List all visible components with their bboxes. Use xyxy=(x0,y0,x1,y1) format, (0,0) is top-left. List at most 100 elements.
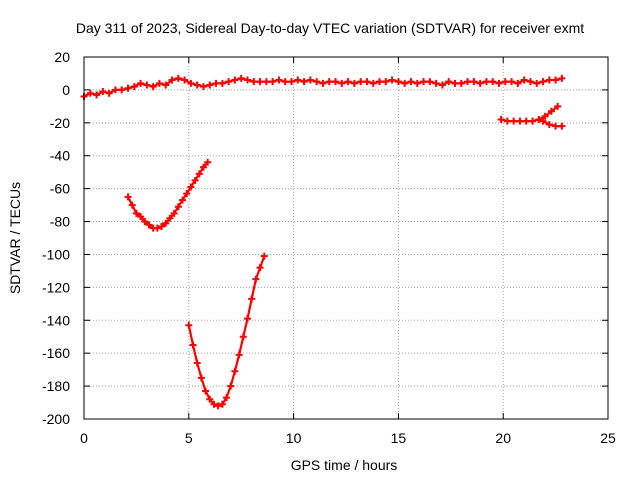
data-point xyxy=(413,79,421,87)
data-point xyxy=(191,176,199,184)
data-point xyxy=(239,333,247,341)
data-point xyxy=(394,78,402,86)
data-point xyxy=(508,78,516,86)
data-point xyxy=(552,76,560,84)
data-point xyxy=(181,76,189,84)
series-main-band xyxy=(80,74,566,100)
data-point xyxy=(225,78,233,86)
data-point xyxy=(510,117,518,125)
data-point xyxy=(539,78,547,86)
data-point xyxy=(214,402,222,410)
data-point xyxy=(376,78,384,86)
data-point xyxy=(212,79,220,87)
data-point xyxy=(137,213,145,221)
data-point xyxy=(202,387,210,395)
data-point xyxy=(382,78,390,86)
data-point xyxy=(363,78,371,86)
data-point xyxy=(516,117,524,125)
series-arc-60 xyxy=(124,158,212,232)
data-point xyxy=(545,120,553,128)
data-point xyxy=(223,394,231,402)
series-late-pass-a xyxy=(497,102,562,125)
data-point xyxy=(501,78,509,86)
data-point xyxy=(332,78,340,86)
x-tick-label: 15 xyxy=(391,430,407,446)
data-point xyxy=(520,76,528,84)
data-point xyxy=(124,193,132,201)
data-point xyxy=(197,374,205,382)
data-point xyxy=(457,79,465,87)
data-point xyxy=(168,76,176,84)
data-point xyxy=(99,88,107,96)
data-point xyxy=(86,89,94,97)
data-point xyxy=(558,74,566,82)
data-point xyxy=(545,76,553,84)
data-point xyxy=(451,79,459,87)
data-point xyxy=(193,359,201,367)
data-point xyxy=(227,382,235,390)
data-point xyxy=(206,395,214,403)
data-point xyxy=(539,117,547,125)
data-point xyxy=(503,117,511,125)
data-point xyxy=(199,83,207,91)
y-tick-label: 20 xyxy=(54,49,70,65)
x-tick-label: 20 xyxy=(495,430,511,446)
y-axis-label: SDTVAR / TECUs xyxy=(7,182,23,294)
data-point xyxy=(526,78,534,86)
data-point xyxy=(535,116,543,124)
data-point xyxy=(210,400,218,408)
data-point xyxy=(338,79,346,87)
data-point xyxy=(170,209,178,217)
y-tick-label: 0 xyxy=(62,82,70,98)
data-point xyxy=(420,78,428,86)
data-point xyxy=(438,81,446,89)
y-tick-label: -80 xyxy=(50,214,70,230)
data-point xyxy=(162,219,170,227)
data-point xyxy=(547,107,555,115)
data-point xyxy=(243,76,251,84)
data-point xyxy=(141,218,149,226)
data-point xyxy=(111,86,119,94)
data-point xyxy=(237,74,245,82)
data-point xyxy=(231,367,239,375)
data-point xyxy=(193,81,201,89)
series-late-pass-b xyxy=(539,117,566,130)
data-point xyxy=(495,79,503,87)
data-point xyxy=(325,78,333,86)
data-point xyxy=(243,315,251,323)
data-point xyxy=(476,79,484,87)
data-point xyxy=(248,295,256,303)
data-point xyxy=(426,78,434,86)
data-point xyxy=(281,78,289,86)
data-point xyxy=(118,86,126,94)
data-point xyxy=(153,224,161,232)
data-point xyxy=(401,79,409,87)
data-point xyxy=(252,275,260,283)
y-tick-label: -160 xyxy=(42,345,70,361)
y-tick-label: -140 xyxy=(42,312,70,328)
data-point xyxy=(269,78,277,86)
data-point xyxy=(522,117,530,125)
data-point xyxy=(199,163,207,171)
data-point xyxy=(187,183,195,191)
y-tick-label: -60 xyxy=(50,181,70,197)
data-point xyxy=(541,112,549,120)
y-tick-label: -20 xyxy=(50,115,70,131)
chart-title: Day 311 of 2023, Sidereal Day-to-day VTE… xyxy=(76,20,584,36)
data-point xyxy=(162,81,170,89)
x-tick-label: 5 xyxy=(185,430,193,446)
x-tick-label: 25 xyxy=(600,430,616,446)
data-point xyxy=(262,78,270,86)
data-point xyxy=(137,79,145,87)
data-point xyxy=(206,81,214,89)
data-point xyxy=(158,222,166,230)
data-point xyxy=(497,116,505,124)
data-series xyxy=(80,74,566,410)
data-point xyxy=(464,78,472,86)
plot-frame xyxy=(83,56,609,420)
x-tick-label: 10 xyxy=(286,430,302,446)
x-tick-label: 0 xyxy=(80,430,88,446)
data-point xyxy=(514,79,522,87)
data-point xyxy=(218,400,226,408)
